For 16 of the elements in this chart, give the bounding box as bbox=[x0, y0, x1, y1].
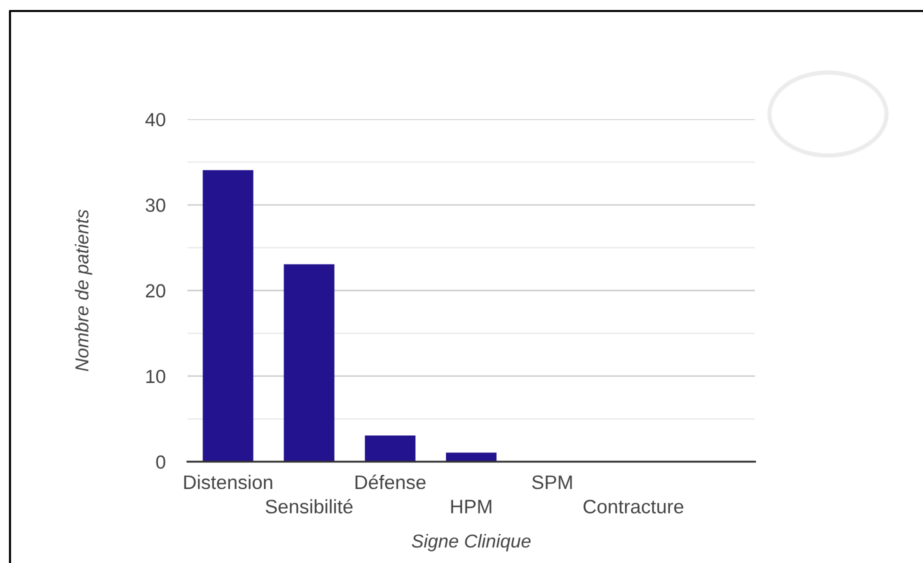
x-tick-label: Contracture bbox=[584, 500, 684, 514]
x-tick-label: Sensibilité bbox=[266, 498, 353, 514]
y-tick-label: 40 bbox=[145, 112, 166, 126]
y-tick-label: 30 bbox=[146, 198, 166, 212]
bar bbox=[202, 170, 254, 462]
y-tick-label: 20 bbox=[146, 284, 166, 298]
x-axis-title: Signe Clinique bbox=[412, 534, 531, 552]
x-tick-label: HPM bbox=[451, 500, 492, 514]
y-tick-label: 10 bbox=[146, 370, 166, 384]
bar bbox=[364, 435, 416, 462]
x-tick-label: Distension bbox=[184, 474, 272, 490]
x-tick-label: SPM bbox=[532, 475, 572, 490]
bar bbox=[284, 264, 334, 462]
x-tick-label: Défense bbox=[356, 474, 426, 490]
y-axis-title: Nombre de patients bbox=[74, 210, 92, 372]
y-tick-label: 0 bbox=[156, 455, 166, 469]
